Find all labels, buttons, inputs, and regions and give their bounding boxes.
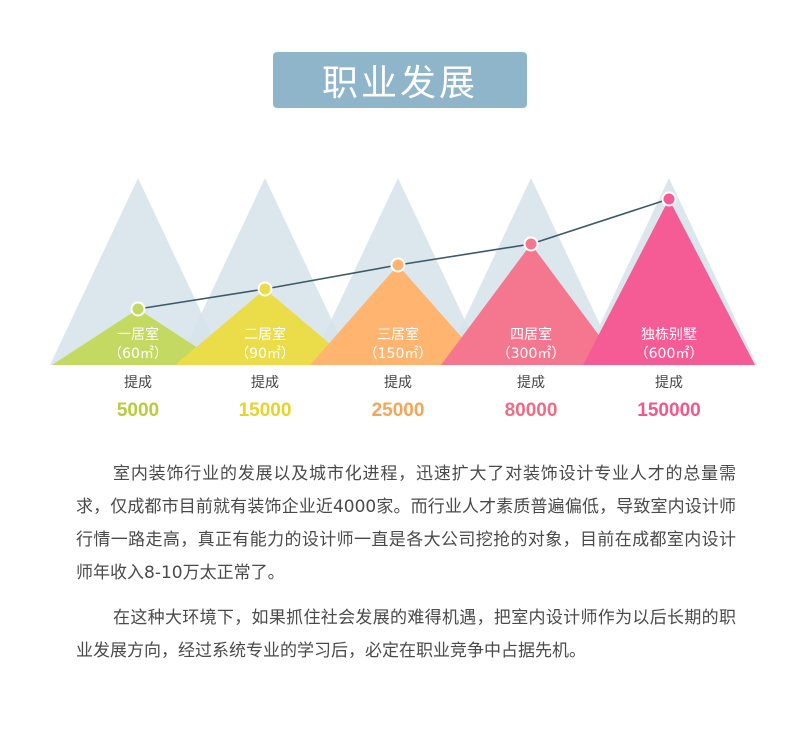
tier-triangle-4: [441, 244, 621, 365]
tier-triangle-1: [52, 309, 224, 365]
commission-column: 提成 5000: [58, 372, 218, 422]
tier-dot-4: [523, 236, 539, 252]
commission-label: 提成: [124, 375, 152, 391]
paragraph-1: 室内装饰行业的发展以及城市化进程，迅速扩大了对装饰设计专业人才的总量需求，仅成都…: [76, 464, 736, 583]
paragraph-2: 在这种大环境下，如果抓住社会发展的难得机遇，把室内设计师作为以后长期的职业发展方…: [76, 608, 736, 661]
tier-area: （300㎡）: [497, 346, 566, 362]
commission-column: 提成 15000: [185, 372, 345, 422]
tier-area: （600㎡）: [635, 346, 704, 362]
tier-dot-2: [257, 281, 273, 297]
tier-labels: 一居室 （60㎡） 二居室 （90㎡） 三居室 （150㎡） 四居室 （300㎡） 独栋别墅 （6…: [108, 326, 703, 362]
commission-label: 提成: [517, 375, 545, 391]
commission-label: 提成: [251, 375, 279, 391]
tier-triangle-3: [310, 265, 486, 365]
commission-label: 提成: [384, 375, 412, 391]
tier-area: （90㎡）: [235, 346, 295, 362]
commission-value: 80000: [504, 400, 558, 421]
commission-column: 提成 25000: [318, 372, 478, 422]
tier-name: 一居室: [117, 326, 159, 343]
background-peak-2: [177, 178, 353, 365]
career-tier-diagram: 一居室 （60㎡） 二居室 （90㎡） 三居室 （150㎡） 四居室 （300㎡） 独栋别墅 （6…: [50, 178, 757, 365]
tier-name: 独栋别墅: [641, 326, 697, 343]
tier-triangles: [52, 199, 755, 365]
commission-column: 提成 150000: [589, 372, 749, 422]
commission-value: 15000: [238, 400, 292, 421]
tier-dot-3: [390, 257, 406, 273]
tier-name: 四居室: [510, 326, 552, 343]
commission-value: 25000: [371, 400, 425, 421]
tier-dot-5: [661, 191, 677, 207]
tier-dot-1: [130, 301, 146, 317]
tier-name: 三居室: [377, 326, 419, 343]
commission-value: 5000: [116, 400, 160, 421]
tier-area: （150㎡）: [364, 346, 433, 362]
tier-name: 二居室: [244, 326, 286, 343]
background-peak-1: [50, 178, 226, 365]
growth-line: [130, 191, 677, 317]
page-title: 职业发展: [273, 52, 527, 108]
commission-column: 提成 80000: [451, 372, 611, 422]
commission-label: 提成: [655, 375, 683, 391]
tier-triangle-2: [175, 289, 355, 365]
tier-area: （60㎡）: [108, 346, 168, 362]
tier-triangle-5: [583, 199, 755, 365]
commission-value: 150000: [637, 400, 701, 421]
